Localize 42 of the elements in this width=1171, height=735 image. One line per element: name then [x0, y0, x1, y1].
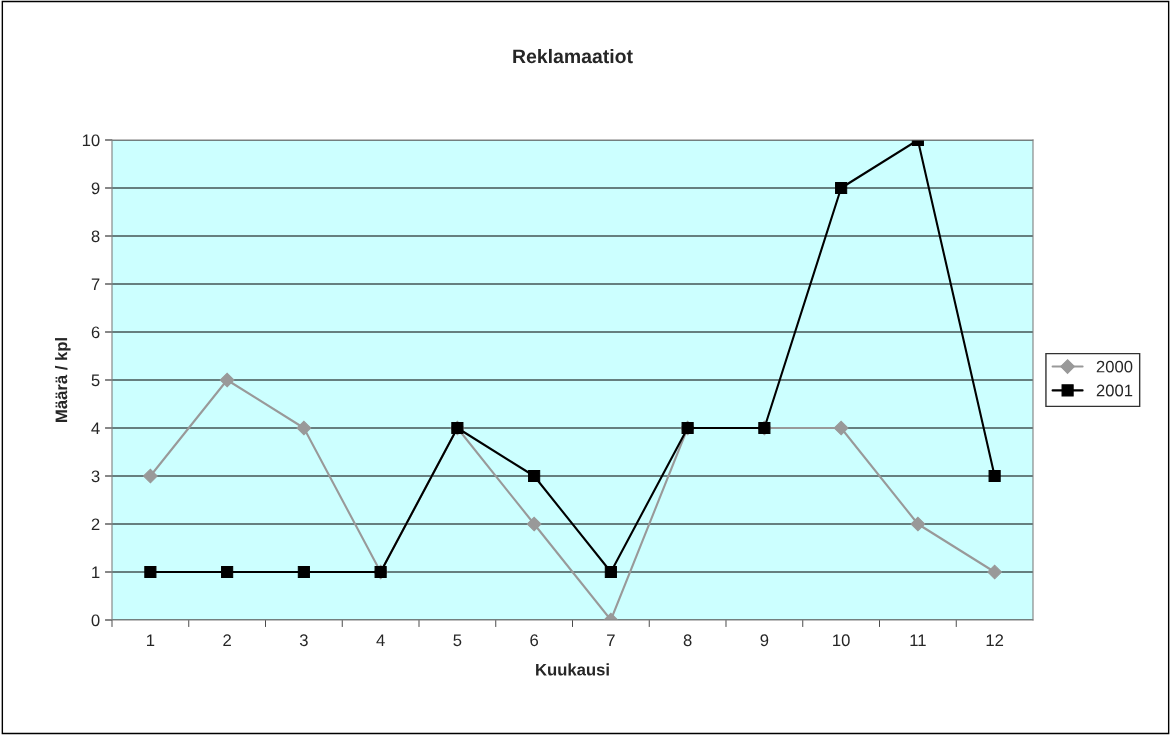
x-tick-label: 6: [530, 634, 539, 647]
point: [297, 565, 310, 579]
point: [219, 372, 235, 388]
y-tick-label: 9: [91, 182, 100, 195]
x-axis-title: Kuukausi: [536, 663, 609, 676]
point: [910, 516, 926, 532]
point: [142, 468, 158, 484]
point: [221, 565, 234, 579]
legend-label: 2001: [1096, 384, 1133, 397]
point: [833, 420, 849, 436]
y-tick-label: 8: [91, 230, 100, 243]
y-tick-label: 6: [91, 326, 100, 339]
y-tick-label: 10: [82, 134, 100, 147]
x-tick-label: 9: [760, 634, 769, 647]
y-tick-label: 5: [91, 374, 100, 387]
x-tick-label: 5: [453, 634, 462, 647]
point: [296, 420, 312, 436]
point: [528, 469, 541, 483]
y-tick-label: 0: [91, 614, 100, 627]
x-tick-label: 12: [986, 634, 1004, 646]
x-tick-label: 2: [223, 634, 231, 646]
y-tick-label: 3: [91, 470, 100, 483]
x-tick-label: 7: [607, 634, 615, 646]
x-tick-label: 8: [683, 634, 692, 647]
point: [526, 516, 542, 532]
y-tick-label: 2: [91, 518, 100, 531]
chart-title: Reklamaatiot: [513, 48, 633, 64]
point: [144, 565, 157, 579]
x-tick-label: 10: [833, 634, 850, 647]
y-tick-label: 1: [92, 566, 100, 579]
y-axis-title: Määrä / kpl: [55, 338, 71, 422]
point: [835, 181, 848, 195]
point: [988, 469, 1001, 483]
x-tick-label: 1: [147, 634, 155, 646]
x-tick-label: 3: [299, 634, 308, 647]
point: [987, 564, 1003, 580]
legend-label: 2000: [1096, 360, 1133, 373]
point: [604, 565, 617, 579]
y-tick-label: 4: [91, 422, 100, 435]
x-tick-label: 11: [910, 634, 926, 646]
x-tick-label: 4: [376, 634, 385, 646]
y-tick-label: 7: [91, 278, 100, 291]
